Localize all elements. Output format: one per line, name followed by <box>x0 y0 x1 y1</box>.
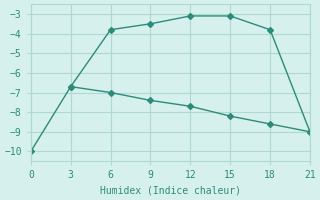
X-axis label: Humidex (Indice chaleur): Humidex (Indice chaleur) <box>100 186 241 196</box>
